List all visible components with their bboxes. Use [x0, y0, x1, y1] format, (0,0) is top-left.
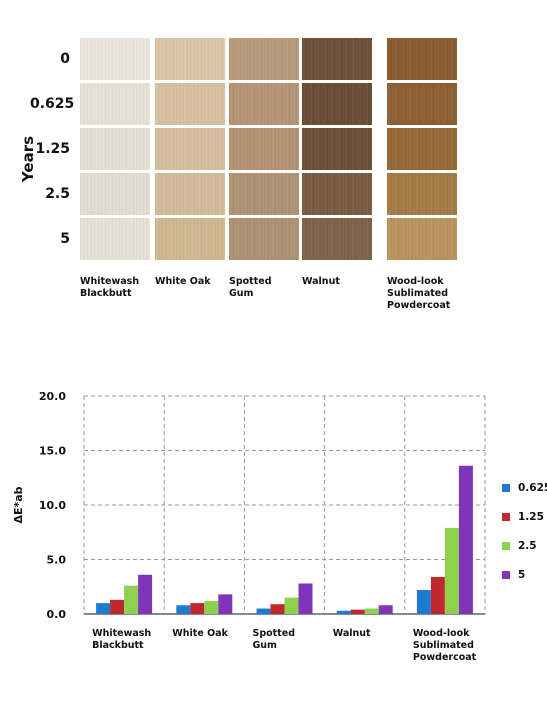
bar	[458, 465, 473, 614]
y-axis-title: ΔE*ab	[12, 486, 25, 523]
year-label: 0.625	[30, 96, 75, 112]
wood-swatch	[387, 83, 457, 125]
wood-swatch	[302, 38, 372, 80]
bar	[138, 574, 153, 614]
wood-swatch	[229, 38, 299, 80]
wood-swatch	[155, 218, 225, 260]
legend-label: 5	[518, 569, 526, 581]
bar	[176, 605, 191, 614]
material-label: Walnut	[302, 276, 340, 287]
wood-swatch	[387, 38, 457, 80]
x-category-label: Spotted Gum	[253, 628, 296, 651]
x-category-label: Whitewash Blackbutt	[92, 628, 151, 651]
bar	[124, 585, 139, 614]
y-tick-label: 10.0	[39, 499, 66, 512]
wood-swatch	[80, 173, 150, 215]
bar	[350, 609, 365, 614]
wood-swatch	[229, 128, 299, 170]
legend-label: 0.625	[518, 482, 547, 494]
year-label: 5	[60, 231, 70, 247]
bar	[416, 590, 431, 614]
bar	[256, 608, 271, 614]
legend-label: 1.25	[518, 511, 544, 523]
x-category-label: Wood-look Sublimated Powdercoat	[413, 628, 477, 663]
legend-swatch	[502, 513, 510, 521]
wood-swatch	[155, 173, 225, 215]
bar	[218, 594, 233, 614]
wood-swatch	[80, 38, 150, 80]
y-tick-label: 20.0	[39, 390, 66, 403]
y-tick-label: 15.0	[39, 445, 66, 458]
bar	[270, 604, 285, 614]
years-axis-title: Years	[19, 135, 37, 183]
x-category-label: White Oak	[172, 628, 228, 639]
wood-swatch	[229, 173, 299, 215]
wood-swatch	[229, 83, 299, 125]
legend-item: 1.25	[502, 511, 544, 523]
material-label: Spotted Gum	[229, 276, 272, 299]
bar	[364, 608, 379, 614]
wood-swatch	[302, 83, 372, 125]
material-label: White Oak	[155, 276, 211, 287]
bar	[284, 597, 299, 614]
wood-swatch	[155, 83, 225, 125]
year-label: 1.25	[35, 141, 70, 157]
wood-swatch	[155, 128, 225, 170]
wood-swatch	[387, 173, 457, 215]
x-category-label: Walnut	[333, 628, 371, 639]
wood-swatch	[155, 38, 225, 80]
legend-swatch	[502, 484, 510, 492]
bar	[204, 600, 219, 614]
bar	[378, 605, 393, 614]
wood-swatch	[302, 173, 372, 215]
wood-swatch	[387, 128, 457, 170]
wood-swatch	[80, 83, 150, 125]
bar	[336, 610, 351, 614]
bar	[430, 576, 445, 614]
year-label: 2.5	[45, 186, 70, 202]
legend-item: 5	[502, 569, 525, 581]
color-change-bar-chart: 0.0 5.0 10.0 15.0 20.0 ΔE*ab Whitewash Blackbut…	[12, 390, 486, 663]
wood-swatch	[387, 218, 457, 260]
bar	[110, 599, 125, 614]
bar	[96, 603, 111, 614]
legend-label: 2.5	[518, 540, 537, 552]
legend-item: 2.5	[502, 540, 537, 552]
bar	[298, 583, 313, 614]
wood-swatch	[80, 218, 150, 260]
bar	[190, 603, 205, 614]
material-label: Whitewash Blackbutt	[80, 276, 140, 299]
legend-swatch	[502, 571, 510, 579]
y-tick-label: 5.0	[47, 554, 67, 567]
legend-swatch	[502, 542, 510, 550]
year-label: 0	[60, 51, 70, 67]
legend-item: 0.625	[502, 482, 547, 494]
wood-swatch	[80, 128, 150, 170]
wood-swatch	[302, 218, 372, 260]
wood-swatch	[229, 218, 299, 260]
bar	[444, 527, 459, 614]
wood-swatch	[302, 128, 372, 170]
y-tick-label: 0.0	[47, 608, 67, 621]
material-label: Wood-look Sublimated Powdercoat	[387, 276, 451, 311]
